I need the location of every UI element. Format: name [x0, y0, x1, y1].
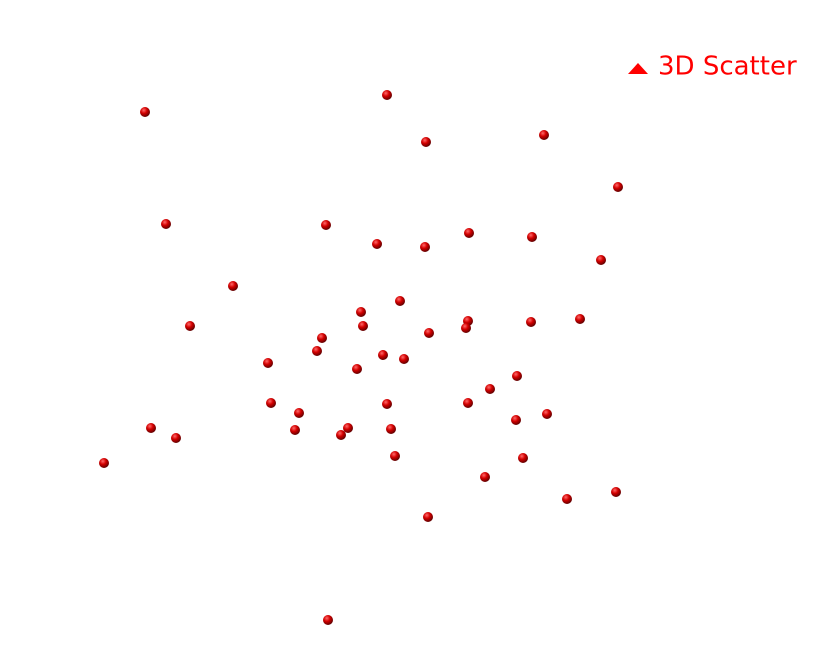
- scatter-point-5: [161, 219, 171, 229]
- scatter-point-47: [562, 494, 572, 504]
- scatter-point-41: [386, 424, 396, 434]
- scatter-point-20: [526, 317, 536, 327]
- scatter-point-40: [336, 430, 346, 440]
- scatter-point-1: [382, 90, 392, 100]
- scatter-point-49: [323, 615, 333, 625]
- scatter-point-2: [421, 137, 431, 147]
- scatter-point-43: [518, 453, 528, 463]
- legend-triangle-icon: [628, 63, 648, 74]
- scatter-point-33: [294, 408, 304, 418]
- scatter-point-3: [539, 130, 549, 140]
- scatter-point-11: [596, 255, 606, 265]
- scatter-point-29: [485, 384, 495, 394]
- legend: 3D Scatter: [628, 52, 797, 82]
- scatter-point-30: [266, 398, 276, 408]
- scatter-point-13: [395, 296, 405, 306]
- scatter-point-15: [185, 321, 195, 331]
- scatter-point-28: [512, 371, 522, 381]
- legend-label: 3D Scatter: [658, 52, 797, 82]
- scatter-point-19: [461, 323, 471, 333]
- scatter-point-6: [321, 220, 331, 230]
- scatter-point-16: [358, 321, 368, 331]
- scatter-point-23: [312, 346, 322, 356]
- scatter-point-10: [527, 232, 537, 242]
- scatter-point-44: [99, 458, 109, 468]
- scatter-point-14: [356, 307, 366, 317]
- scatter-point-9: [464, 228, 474, 238]
- scatter-point-34: [542, 409, 552, 419]
- scatter-point-0: [140, 107, 150, 117]
- scatter-point-24: [378, 350, 388, 360]
- scatter-point-35: [511, 415, 521, 425]
- scatter-point-37: [171, 433, 181, 443]
- scatter-point-17: [424, 328, 434, 338]
- scatter-point-4: [613, 182, 623, 192]
- scatter-point-38: [290, 425, 300, 435]
- scatter-point-21: [575, 314, 585, 324]
- scatter-point-8: [420, 242, 430, 252]
- scatter-point-42: [390, 451, 400, 461]
- scatter-point-22: [317, 333, 327, 343]
- scatter-point-7: [372, 239, 382, 249]
- scatter-point-31: [382, 399, 392, 409]
- scatter-point-12: [228, 281, 238, 291]
- scatter-point-46: [611, 487, 621, 497]
- scatter-point-39: [343, 423, 353, 433]
- scatter-point-26: [263, 358, 273, 368]
- scatter-point-45: [480, 472, 490, 482]
- scatter-point-27: [352, 364, 362, 374]
- scatter-points: [99, 90, 623, 625]
- scatter-point-25: [399, 354, 409, 364]
- scatter-point-32: [463, 398, 473, 408]
- scatter-point-36: [146, 423, 156, 433]
- scatter-point-48: [423, 512, 433, 522]
